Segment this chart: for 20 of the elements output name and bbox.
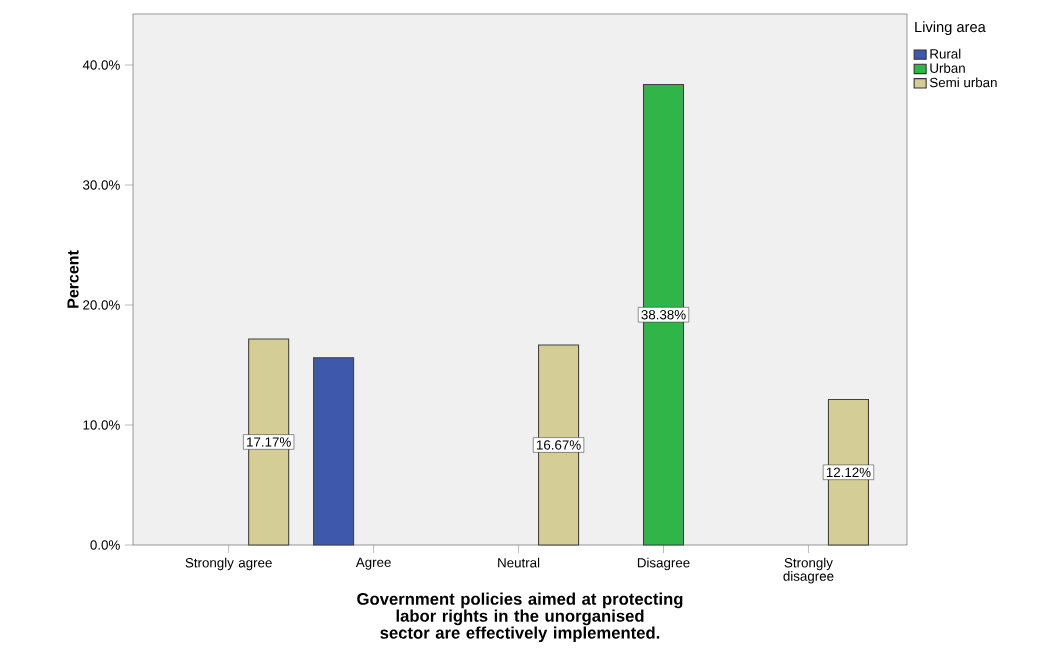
- legend-label: Semi urban: [929, 77, 997, 88]
- x-tick-label: Strongly agree: [185, 557, 272, 571]
- legend-title: Living area: [915, 21, 986, 36]
- data-label: 38.38%: [641, 310, 686, 320]
- x-tick-label: Neutral: [498, 557, 540, 568]
- x-tick-label: Strongly disagree: [783, 557, 834, 584]
- data-label: 17.17%: [247, 437, 291, 447]
- y-tick-label: 0.0%: [90, 540, 120, 550]
- legend-label: Rural: [930, 48, 961, 59]
- x-tick-label: Agree: [355, 557, 391, 570]
- y-tick-label: 40.0%: [82, 60, 120, 70]
- y-tick-label: 30.0%: [82, 180, 120, 190]
- legend-label: Urban: [930, 63, 965, 73]
- data-label: 12.12%: [826, 467, 871, 477]
- x-tick-label: Disagree: [637, 557, 690, 571]
- y-tick-label: 10.0%: [83, 420, 120, 430]
- y-tick-label: 20.0%: [83, 300, 120, 310]
- x-axis-title: Government policies aimed at protecting labor rights in the unorganised sector are effectively implemented.: [357, 592, 683, 643]
- y-axis-title: Percent: [67, 250, 79, 308]
- data-label: 16.67%: [536, 440, 581, 450]
